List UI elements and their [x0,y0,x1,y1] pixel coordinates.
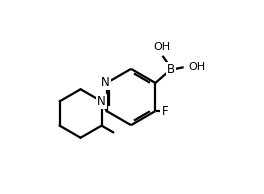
Text: B: B [167,63,175,76]
Text: N: N [97,95,106,108]
Text: N: N [101,76,110,89]
Text: F: F [161,105,168,118]
Text: OH: OH [188,62,205,72]
Text: OH: OH [154,42,171,53]
